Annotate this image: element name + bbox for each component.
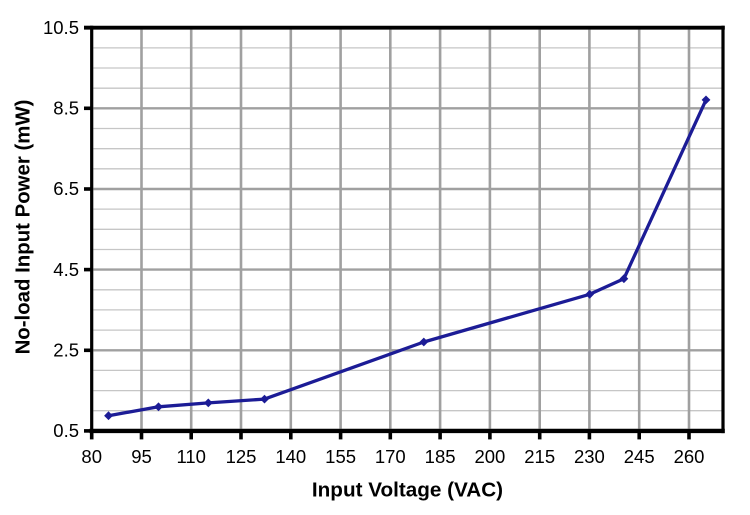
- svg-text:80: 80: [81, 446, 102, 467]
- svg-text:140: 140: [275, 446, 306, 467]
- svg-text:185: 185: [425, 446, 456, 467]
- svg-text:230: 230: [574, 446, 605, 467]
- svg-text:No-load Input Power (mW): No-load Input Power (mW): [13, 100, 35, 355]
- svg-text:8.5: 8.5: [53, 98, 79, 119]
- svg-text:200: 200: [474, 446, 505, 467]
- svg-text:6.5: 6.5: [53, 178, 79, 199]
- svg-text:110: 110: [176, 446, 206, 467]
- svg-text:4.5: 4.5: [53, 259, 79, 280]
- svg-text:215: 215: [524, 446, 555, 467]
- svg-text:260: 260: [674, 446, 705, 467]
- svg-text:245: 245: [624, 446, 655, 467]
- svg-text:2.5: 2.5: [53, 340, 79, 361]
- svg-text:Input Voltage (VAC): Input Voltage (VAC): [312, 479, 503, 502]
- svg-text:155: 155: [325, 446, 356, 467]
- svg-text:95: 95: [131, 446, 152, 467]
- svg-text:10.5: 10.5: [43, 17, 79, 38]
- svg-text:125: 125: [226, 446, 257, 467]
- svg-text:0.5: 0.5: [53, 420, 79, 441]
- svg-text:170: 170: [375, 446, 406, 467]
